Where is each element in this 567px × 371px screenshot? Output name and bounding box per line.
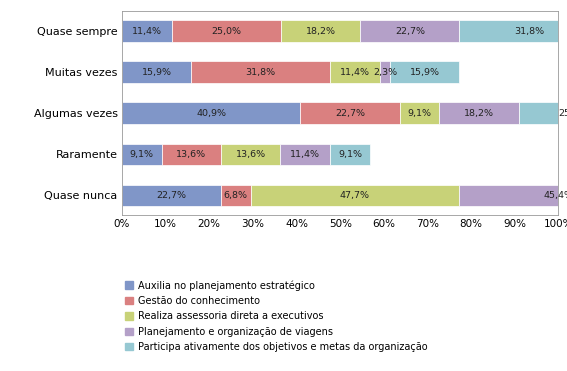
Text: 45,4%: 45,4% xyxy=(543,191,567,200)
Bar xyxy=(330,144,370,165)
Bar xyxy=(301,102,400,124)
Bar xyxy=(439,102,519,124)
Text: 15,9%: 15,9% xyxy=(410,68,439,77)
Text: 2,3%: 2,3% xyxy=(373,68,397,77)
Bar xyxy=(360,20,459,42)
Bar xyxy=(191,62,330,83)
Text: 22,7%: 22,7% xyxy=(395,27,425,36)
Bar xyxy=(390,62,459,83)
Bar xyxy=(281,144,330,165)
Bar xyxy=(519,102,567,124)
Bar xyxy=(122,20,172,42)
Text: 31,8%: 31,8% xyxy=(514,27,544,36)
Text: 47,7%: 47,7% xyxy=(340,191,370,200)
Text: 18,2%: 18,2% xyxy=(464,109,494,118)
Bar xyxy=(251,184,459,206)
Text: 25,0%: 25,0% xyxy=(211,27,241,36)
Text: 13,6%: 13,6% xyxy=(176,150,206,159)
Legend: Auxilia no planejamento estratégico, Gestão do conhecimento, Realiza assessoria : Auxilia no planejamento estratégico, Ges… xyxy=(122,277,430,355)
Bar xyxy=(122,144,162,165)
Text: 18,2%: 18,2% xyxy=(306,27,336,36)
Bar xyxy=(162,144,221,165)
Text: 22,7%: 22,7% xyxy=(156,191,187,200)
Bar xyxy=(330,62,380,83)
Text: 15,9%: 15,9% xyxy=(142,68,172,77)
Bar xyxy=(221,184,251,206)
Text: 9,1%: 9,1% xyxy=(408,109,431,118)
Text: 22,7%: 22,7% xyxy=(335,109,365,118)
Text: 11,4%: 11,4% xyxy=(340,68,370,77)
Text: 25,0%: 25,0% xyxy=(558,109,567,118)
Bar xyxy=(380,62,390,83)
Bar xyxy=(459,184,567,206)
Bar xyxy=(122,184,221,206)
Bar xyxy=(281,20,360,42)
Bar xyxy=(221,144,281,165)
Text: 13,6%: 13,6% xyxy=(236,150,266,159)
Bar xyxy=(172,20,281,42)
Text: 6,8%: 6,8% xyxy=(224,191,248,200)
Text: 11,4%: 11,4% xyxy=(132,27,162,36)
Text: 11,4%: 11,4% xyxy=(290,150,320,159)
Text: 9,1%: 9,1% xyxy=(130,150,154,159)
Text: 31,8%: 31,8% xyxy=(246,68,276,77)
Bar xyxy=(122,102,301,124)
Bar xyxy=(459,20,567,42)
Text: 9,1%: 9,1% xyxy=(338,150,362,159)
Text: 40,9%: 40,9% xyxy=(196,109,226,118)
Bar xyxy=(400,102,439,124)
Bar xyxy=(122,62,191,83)
